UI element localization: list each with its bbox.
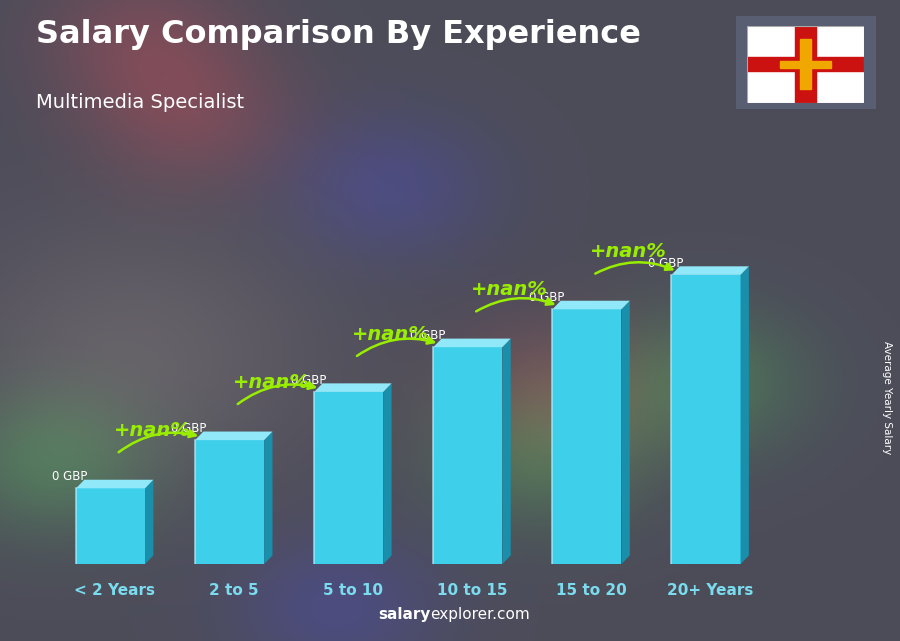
Polygon shape	[671, 266, 749, 275]
Polygon shape	[621, 301, 630, 564]
Text: 15 to 20: 15 to 20	[555, 583, 626, 598]
Text: 0 GBP: 0 GBP	[648, 257, 683, 270]
Text: salary: salary	[378, 607, 430, 622]
Bar	[779, 61, 832, 67]
Text: Salary Comparison By Experience: Salary Comparison By Experience	[36, 19, 641, 50]
Polygon shape	[314, 392, 383, 564]
Polygon shape	[195, 440, 264, 564]
Bar	[800, 40, 811, 88]
Text: 2 to 5: 2 to 5	[209, 583, 258, 598]
Text: +nan%: +nan%	[113, 421, 191, 440]
Polygon shape	[553, 310, 621, 564]
Polygon shape	[433, 338, 510, 347]
Text: 20+ Years: 20+ Years	[667, 583, 753, 598]
Polygon shape	[145, 479, 153, 564]
Text: Average Yearly Salary: Average Yearly Salary	[881, 341, 892, 454]
Polygon shape	[76, 479, 153, 488]
Text: 0 GBP: 0 GBP	[171, 422, 207, 435]
Polygon shape	[741, 266, 749, 564]
Bar	[795, 26, 816, 103]
Polygon shape	[671, 275, 741, 564]
Polygon shape	[195, 431, 273, 440]
Polygon shape	[502, 338, 510, 564]
Polygon shape	[264, 431, 273, 564]
Polygon shape	[553, 301, 630, 310]
Text: 0 GBP: 0 GBP	[291, 374, 326, 387]
Bar	[747, 57, 864, 71]
Text: explorer.com: explorer.com	[430, 607, 530, 622]
Text: 5 to 10: 5 to 10	[323, 583, 382, 598]
Text: 0 GBP: 0 GBP	[410, 329, 445, 342]
Polygon shape	[383, 383, 392, 564]
Text: +nan%: +nan%	[471, 280, 548, 299]
Text: 0 GBP: 0 GBP	[528, 291, 564, 304]
Text: 0 GBP: 0 GBP	[52, 470, 87, 483]
Text: +nan%: +nan%	[233, 373, 310, 392]
Polygon shape	[433, 347, 502, 564]
Text: < 2 Years: < 2 Years	[74, 583, 155, 598]
Text: +nan%: +nan%	[352, 325, 428, 344]
Polygon shape	[314, 383, 392, 392]
Text: Multimedia Specialist: Multimedia Specialist	[36, 93, 244, 112]
Polygon shape	[76, 488, 145, 564]
Text: 10 to 15: 10 to 15	[436, 583, 508, 598]
Text: +nan%: +nan%	[590, 242, 667, 261]
